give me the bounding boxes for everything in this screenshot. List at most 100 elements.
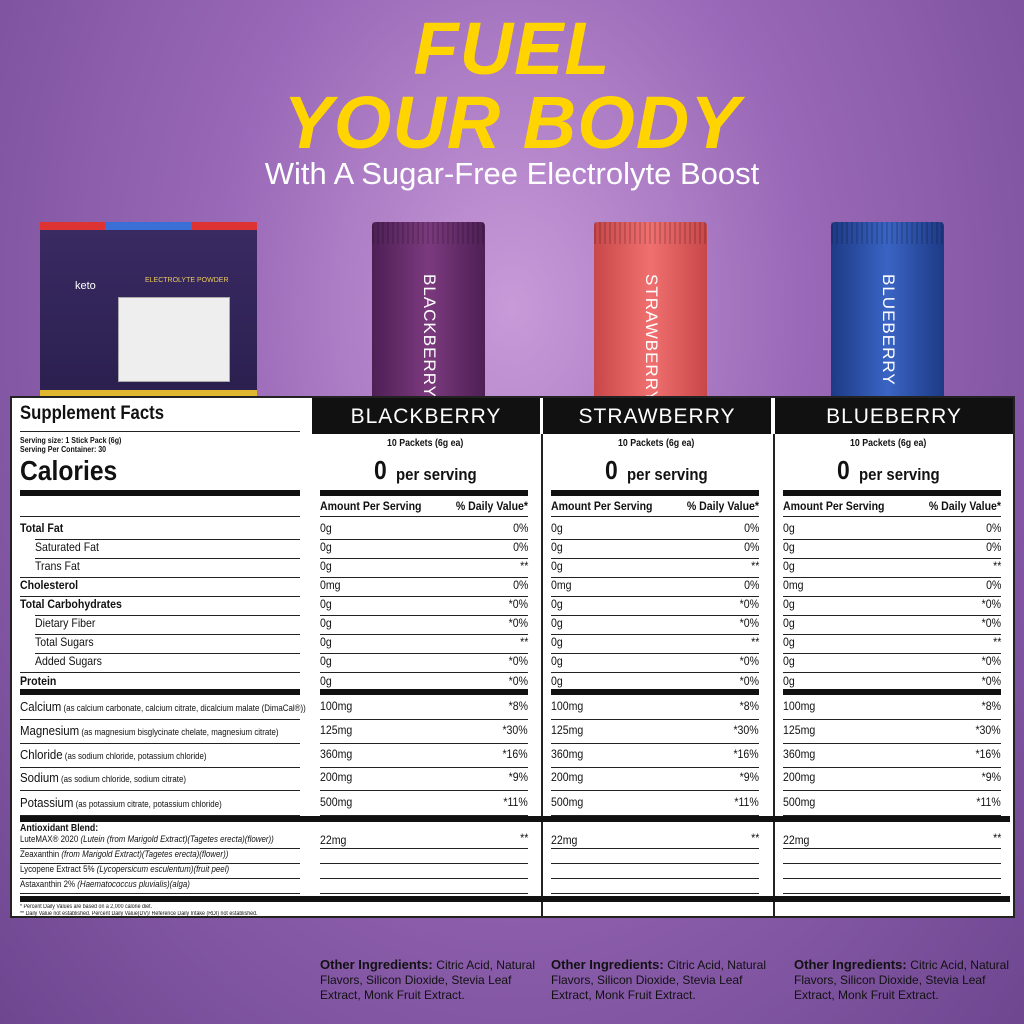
nutrient-label: Total Carbohydrates: [20, 597, 122, 611]
col-dv-header: % Daily Value*: [455, 499, 528, 513]
divider: [320, 615, 528, 616]
divider: [320, 893, 528, 894]
amount-value: 0g: [551, 654, 563, 668]
divider: [20, 431, 300, 432]
amount-value: 125mg: [551, 723, 584, 737]
headline-line1: FUEL: [413, 7, 611, 90]
divider: [783, 596, 1001, 597]
amount-value: 0mg: [320, 578, 341, 592]
thick-divider: [551, 490, 759, 496]
daily-value: **: [992, 635, 1001, 649]
daily-value: **: [519, 635, 528, 649]
mineral-label: Sodium (as sodium chloride, sodium citra…: [20, 770, 187, 785]
daily-value: *0%: [739, 616, 759, 630]
divider: [551, 743, 759, 744]
antioxidant-item: LuteMAX® 2020 (Lutein (from Marigold Ext…: [20, 834, 274, 845]
divider: [20, 767, 300, 768]
calories-value: 0: [837, 455, 850, 485]
flavor-header: STRAWBERRY: [543, 398, 771, 434]
daily-value: *11%: [734, 795, 759, 809]
thick-divider: [20, 490, 300, 496]
mineral-source: (as potassium citrate, potassium chlorid…: [73, 799, 222, 809]
amount-value: 0g: [551, 674, 563, 688]
divider: [551, 596, 759, 597]
amount-value: 0g: [783, 521, 795, 535]
daily-value: *11%: [976, 795, 1001, 809]
amount-value: 0g: [320, 540, 332, 554]
item-source: (Lutein (from Marigold Extract)(Tagetes …: [80, 834, 274, 844]
subtitle: With A Sugar-Free Electrolyte Boost: [264, 156, 760, 191]
divider: [320, 672, 528, 673]
amount-value: 0g: [783, 616, 795, 630]
amount-value: 0g: [783, 674, 795, 688]
item-source: (from Marigold Extract)(Tagetes erecta)(…: [61, 849, 229, 859]
divider: [551, 634, 759, 635]
other-ingredients-label: Other Ingredients:: [320, 957, 437, 972]
divider: [35, 615, 300, 616]
daily-value: *16%: [975, 747, 1001, 761]
sachet-crimp: [372, 222, 485, 244]
col-dv-header: % Daily Value*: [686, 499, 759, 513]
thick-divider: [20, 816, 1010, 822]
amount-value: 500mg: [551, 795, 584, 809]
divider: [783, 634, 1001, 635]
daily-value: *30%: [975, 723, 1001, 737]
amount-value: 200mg: [551, 770, 584, 784]
divider: [320, 558, 528, 559]
mineral-source: (as sodium chloride, sodium citrate): [58, 774, 187, 784]
daily-value: *11%: [503, 795, 528, 809]
divider: [20, 743, 300, 744]
amount-value: 0g: [551, 635, 563, 649]
divider: [783, 577, 1001, 578]
per-serving: per serving: [859, 465, 940, 484]
divider: [551, 815, 759, 816]
amount-value: 0g: [320, 654, 332, 668]
col-amount-header: Amount Per Serving: [551, 499, 653, 513]
thick-divider: [320, 490, 528, 496]
daily-value: 0%: [743, 540, 759, 554]
divider: [320, 767, 528, 768]
calories-value: 0: [374, 455, 387, 485]
mineral-label: Calcium (as calcium carbonate, calcium c…: [20, 699, 306, 714]
facts-title: Supplement Facts: [20, 403, 165, 424]
item-name: Zeaxanthin: [20, 849, 62, 859]
daily-value: **: [519, 831, 528, 845]
footnote: ** Daily Value not established. Percent …: [20, 911, 258, 917]
daily-value: *0%: [508, 674, 528, 688]
mineral-name: Potassium: [20, 795, 74, 810]
amount-value: 125mg: [783, 723, 816, 737]
other-ingredients-text: Citric Acid, Natural Flavors, Silicon Di…: [320, 958, 535, 1002]
daily-value: *9%: [739, 770, 759, 784]
divider: [20, 596, 300, 597]
divider: [35, 634, 300, 635]
daily-value: *0%: [981, 654, 1001, 668]
other-ingredients-label: Other Ingredients:: [551, 957, 668, 972]
nutrient-label: Total Fat: [20, 521, 64, 535]
divider: [783, 539, 1001, 540]
other-ingredients-text: Citric Acid, Natural Flavors, Silicon Di…: [551, 958, 766, 1002]
nutrient-label: Cholesterol: [20, 578, 79, 592]
divider: [783, 653, 1001, 654]
daily-value: *16%: [502, 747, 528, 761]
daily-value: 0%: [512, 521, 528, 535]
sachet-crimp: [594, 222, 707, 244]
daily-value: *16%: [733, 747, 759, 761]
antioxidant-item: Astaxanthin 2% (Haematococcus pluvialis)…: [20, 879, 190, 890]
amount-value: 100mg: [783, 699, 816, 713]
flavor-header: BLUEBERRY: [775, 398, 1013, 434]
other-ingredients: Other Ingredients: Citric Acid, Natural …: [794, 957, 1024, 1003]
daily-value: **: [750, 559, 759, 573]
amount-value: 100mg: [551, 699, 584, 713]
daily-value: *0%: [508, 654, 528, 668]
nutrient-label: Added Sugars: [35, 654, 102, 668]
item-source: (Lycopersicum esculentum)(fruit peel): [96, 864, 230, 874]
thick-divider: [20, 689, 300, 695]
amount-value: 500mg: [783, 795, 816, 809]
daily-value: *0%: [981, 674, 1001, 688]
divider: [320, 790, 528, 791]
divider: [783, 719, 1001, 720]
daily-value: **: [750, 635, 759, 649]
amount-value: 0g: [320, 616, 332, 630]
amount-value: 0g: [320, 597, 332, 611]
mineral-name: Calcium: [20, 699, 62, 714]
